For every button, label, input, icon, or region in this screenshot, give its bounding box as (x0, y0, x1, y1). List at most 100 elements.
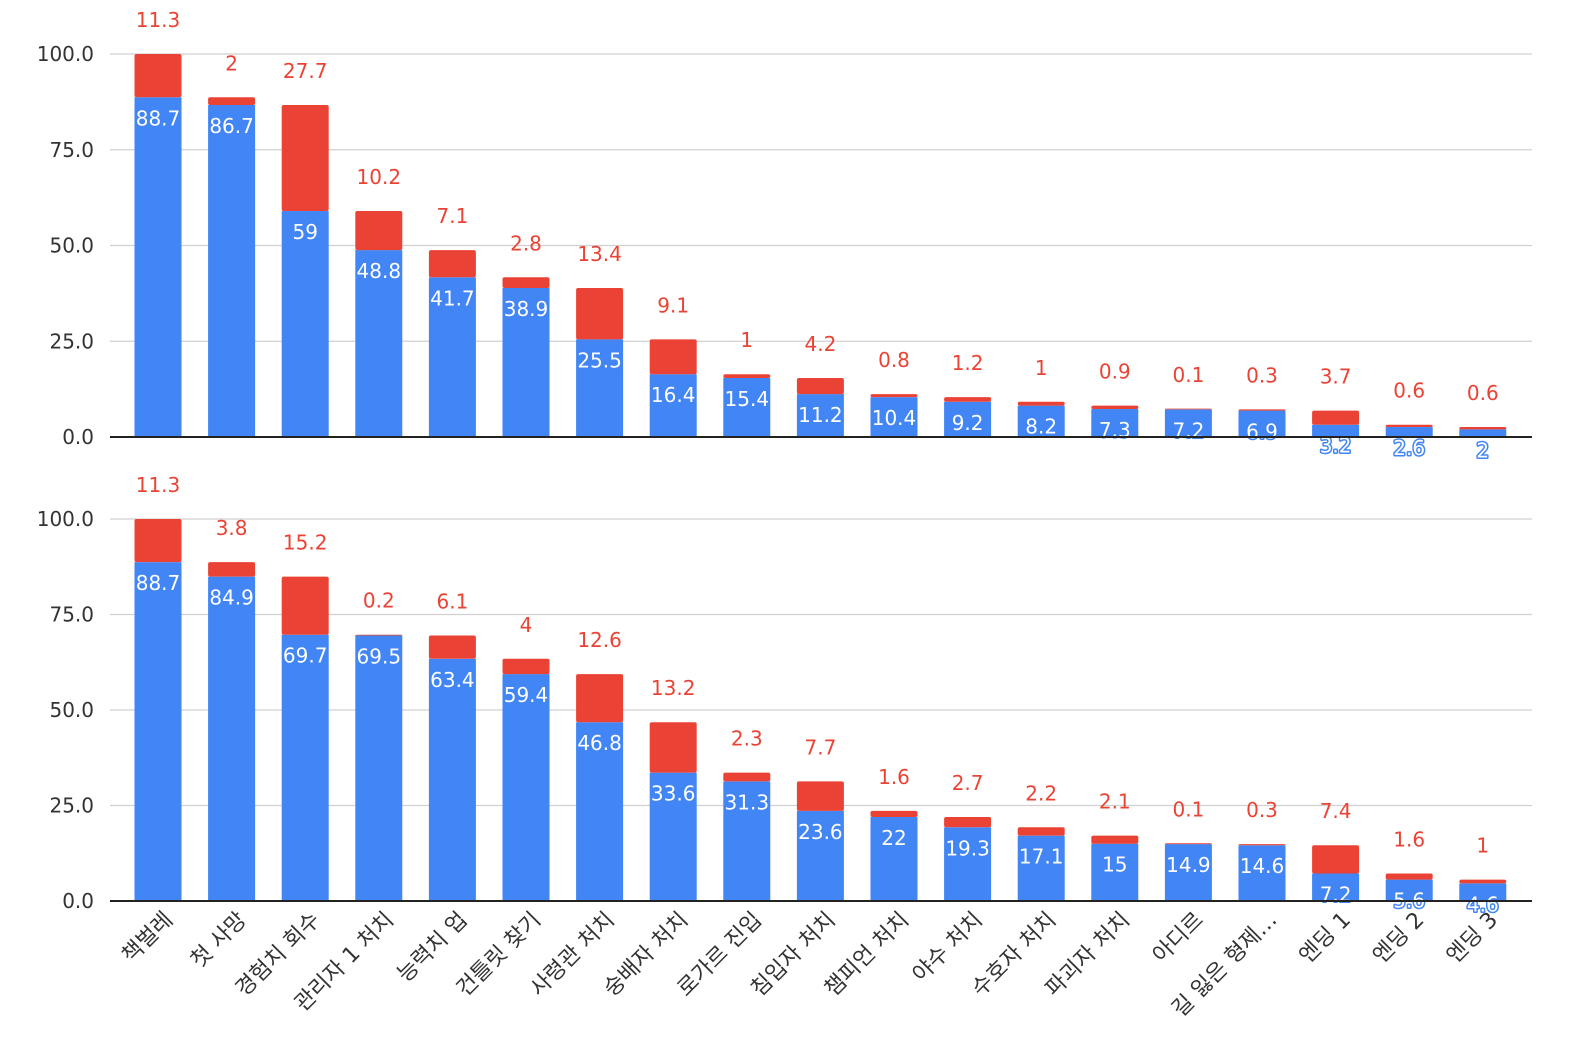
chart1-label-base: 38.9 (504, 297, 549, 321)
chart1-label-extra: 13.4 (577, 242, 622, 266)
chart1-label-extra: 1.2 (952, 351, 984, 375)
chart1-label-extra: 0.8 (878, 348, 910, 372)
chart2-label-base: 23.6 (798, 820, 843, 844)
chart1-bar-extra (134, 54, 182, 98)
chart2-label-base: 4.6 (1467, 892, 1499, 916)
chart1-bar-extra (796, 378, 844, 395)
chart1-label-base: 88.7 (136, 106, 181, 130)
chart1-label-base: 48.8 (357, 259, 402, 283)
chart2-bar-extra (723, 772, 771, 782)
chart2-label-extra: 11.3 (136, 473, 181, 497)
chart1-bar-base (944, 401, 992, 437)
chart2-bar-base (1238, 845, 1286, 901)
chart2-bar-base (1312, 873, 1360, 901)
chart2-bar-extra (1091, 835, 1139, 844)
chart1-bar-extra (1164, 408, 1212, 410)
chart1-label-base: 8.2 (1025, 415, 1057, 439)
chart2-bar-extra (134, 519, 182, 563)
chart2-y-tick-label: 100.0 (37, 507, 94, 531)
chart1-label-extra: 2 (225, 51, 238, 75)
chart1-label-extra: 0.1 (1172, 363, 1204, 387)
chart1-bar-extra (208, 97, 256, 105)
chart1-label-extra: 3.7 (1320, 365, 1352, 389)
chart1-bar-base (1312, 424, 1360, 437)
chart1-label-extra: 1 (740, 328, 753, 352)
chart2-bar-extra (208, 562, 256, 577)
chart2-bar-base (281, 634, 329, 901)
chart1-label-base: 59 (292, 220, 317, 244)
chart1-bar-base (1091, 409, 1139, 437)
chart2-bar-base (1459, 883, 1507, 901)
chart2-bar-base (1091, 843, 1139, 901)
chart2-label-extra: 12.6 (577, 628, 622, 652)
chart1-label-base: 16.4 (651, 383, 696, 407)
chart1-bar-base (355, 250, 403, 437)
chart2-label-extra: 3.8 (216, 516, 248, 540)
chart2-bar-extra (649, 722, 697, 773)
chart1-label-extra: 7.1 (436, 204, 468, 228)
chart1-label-extra: 0.6 (1393, 379, 1425, 403)
chart1-y-tick-label: 25.0 (49, 329, 94, 353)
chart2-label-extra: 15.2 (283, 531, 328, 555)
chart2-y-tick-label: 25.0 (49, 794, 94, 818)
chart2-bar-base (1017, 835, 1065, 901)
chart1-label-base: 86.7 (209, 114, 254, 138)
chart1-label-extra: 9.1 (657, 293, 689, 317)
chart2-bar-extra (796, 781, 844, 811)
chart1-y-tick-label: 75.0 (49, 138, 94, 162)
chart2-label-extra: 7.7 (804, 735, 836, 759)
chart1-bar-extra (355, 211, 403, 251)
chart1-label-extra: 0.3 (1246, 363, 1278, 387)
chart1-bar-extra (1017, 401, 1065, 406)
chart1-label-extra: 1 (1035, 356, 1048, 380)
chart2-x-tick-label: 엔딩 3 (1442, 908, 1503, 969)
chart1-bar-extra (1459, 427, 1507, 430)
chart2-label-base: 84.9 (209, 586, 254, 610)
chart2-bar-base (355, 635, 403, 901)
chart2-label-extra: 7.4 (1320, 799, 1352, 823)
chart2-label-base: 14.9 (1166, 853, 1211, 877)
chart2-x-tick-label: 아디르 (1148, 908, 1209, 969)
chart1-bar-base (796, 394, 844, 437)
chart1-bar-base (870, 397, 918, 437)
chart2-bar-extra (502, 658, 550, 675)
chart2-bar-base (944, 827, 992, 901)
chart2-bar-extra (281, 576, 329, 635)
chart2-label-base: 63.4 (430, 668, 475, 692)
chart2-bar-extra (1385, 873, 1433, 880)
chart2-bar-extra (355, 634, 403, 636)
chart2-bar-base (134, 562, 182, 901)
chart2-bar-base (649, 772, 697, 901)
chart2-bar-base (1164, 844, 1212, 901)
chart1-bar-base (134, 97, 182, 438)
chart2-x-tick-label: 첫 사망 (186, 908, 252, 974)
chart1-label-extra: 10.2 (357, 165, 402, 189)
chart1-label-extra: 4.2 (804, 332, 836, 356)
chart1-label-extra: 27.7 (283, 59, 328, 83)
chart2-bar-extra (944, 816, 992, 828)
chart1-y-tick-label: 0.0 (62, 425, 94, 449)
chart2-bar-extra (1312, 845, 1360, 874)
chart1-label-extra: 0.9 (1099, 360, 1131, 384)
chart1-y-tick-label: 100.0 (37, 42, 94, 66)
chart2-bar-base (502, 674, 550, 901)
chart1-bar-extra (1091, 405, 1139, 410)
chart1-bar-base (1017, 405, 1065, 437)
chart1-label-base: 9.2 (952, 411, 984, 435)
chart1-bar-extra (576, 288, 624, 340)
chart1-label-extra: 2.8 (510, 231, 542, 255)
chart2-bar-extra (1164, 843, 1212, 845)
chart2-bar-extra (576, 674, 624, 723)
chart1-bar-base (1385, 427, 1433, 437)
chart1-label-base: 25.5 (577, 348, 622, 372)
chart1-label-base: 2 (1476, 438, 1489, 462)
chart2-bar-extra (1017, 827, 1065, 836)
chart2-y-tick-label: 75.0 (49, 603, 94, 627)
chart1-bar-extra (723, 374, 771, 379)
chart1-bar-base (1238, 410, 1286, 437)
chart1-label-base: 7.2 (1172, 418, 1204, 442)
chart2-label-base: 69.5 (357, 645, 402, 669)
chart1-bar-base (1459, 429, 1507, 437)
chart1-bar-base (281, 211, 329, 437)
